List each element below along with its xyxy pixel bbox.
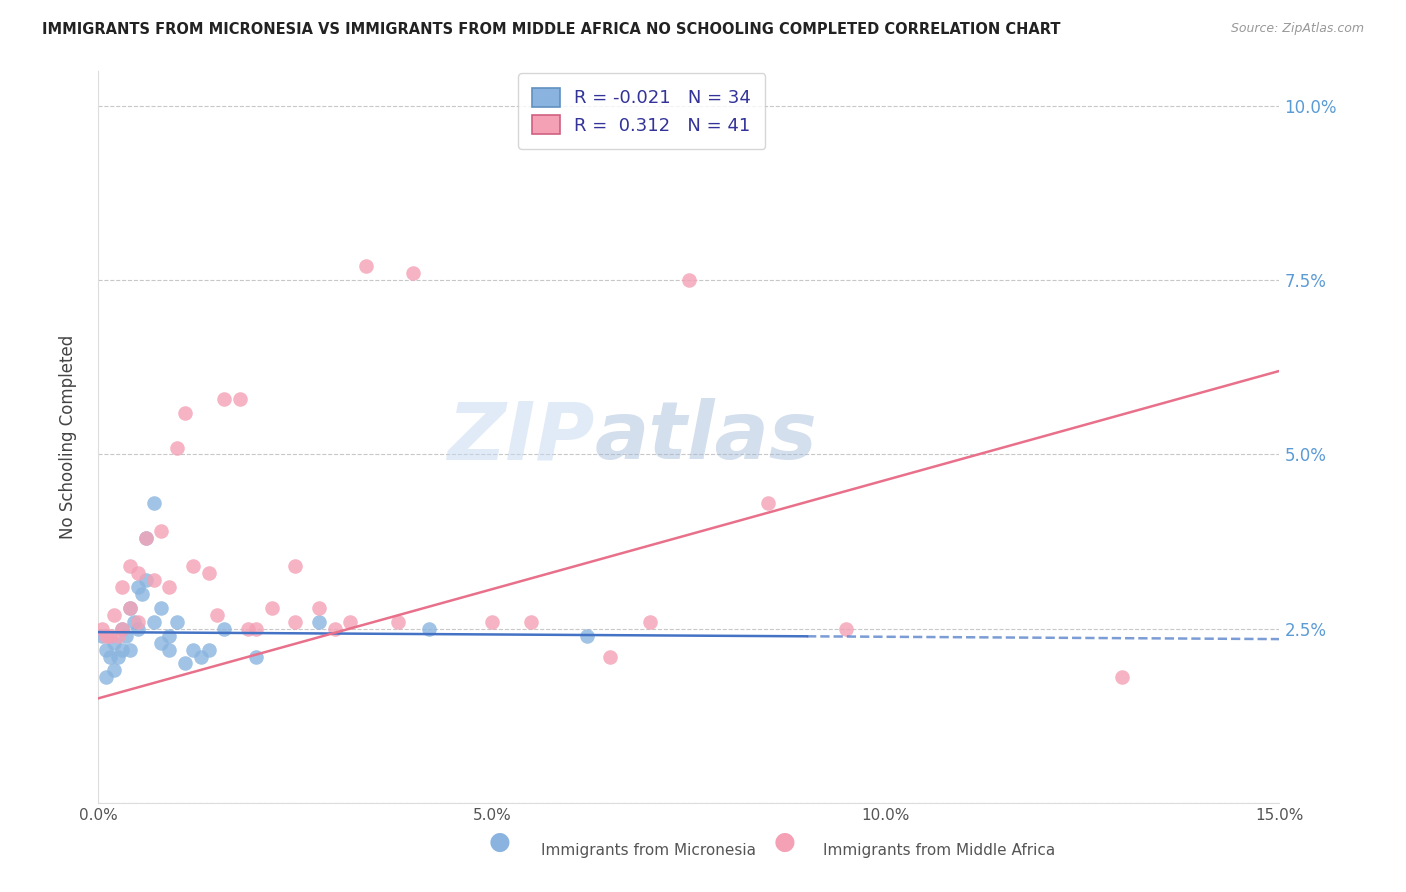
Point — [166, 441, 188, 455]
Point — [638, 615, 661, 629]
Point — [174, 406, 197, 420]
Point — [678, 273, 700, 287]
Point — [157, 642, 180, 657]
Point — [127, 580, 149, 594]
Point — [599, 649, 621, 664]
Point — [229, 392, 252, 406]
Point — [354, 260, 377, 274]
Text: atlas: atlas — [595, 398, 817, 476]
Point — [115, 629, 138, 643]
Point — [111, 622, 134, 636]
Point — [96, 629, 118, 643]
Point — [835, 622, 858, 636]
Point — [236, 622, 259, 636]
Point — [131, 587, 153, 601]
Point — [214, 392, 236, 406]
Point — [308, 600, 330, 615]
Point — [245, 622, 267, 636]
Point — [157, 580, 180, 594]
Point — [96, 670, 118, 684]
Point — [245, 649, 267, 664]
Point — [135, 531, 157, 545]
Text: IMMIGRANTS FROM MICRONESIA VS IMMIGRANTS FROM MIDDLE AFRICA NO SCHOOLING COMPLET: IMMIGRANTS FROM MICRONESIA VS IMMIGRANTS… — [42, 22, 1060, 37]
Point — [197, 566, 219, 580]
Point — [107, 629, 129, 643]
Point — [142, 573, 165, 587]
Point — [135, 573, 157, 587]
Point — [323, 622, 346, 636]
Point — [157, 629, 180, 643]
Point — [91, 629, 114, 643]
Point — [197, 642, 219, 657]
Point — [122, 615, 145, 629]
Point — [520, 615, 543, 629]
Point — [118, 558, 141, 573]
Point — [181, 558, 204, 573]
Point — [111, 622, 134, 636]
Point — [127, 615, 149, 629]
Point — [91, 622, 114, 636]
Point — [111, 580, 134, 594]
Point — [339, 615, 361, 629]
Text: Immigrants from Middle Africa: Immigrants from Middle Africa — [823, 843, 1054, 858]
Text: ●: ● — [488, 830, 510, 854]
Point — [103, 664, 125, 678]
Point — [118, 642, 141, 657]
Point — [402, 266, 425, 280]
Point — [150, 524, 173, 538]
Point — [284, 558, 307, 573]
Point — [111, 642, 134, 657]
Point — [418, 622, 440, 636]
Point — [284, 615, 307, 629]
Point — [142, 615, 165, 629]
Point — [103, 607, 125, 622]
Point — [190, 649, 212, 664]
Y-axis label: No Schooling Completed: No Schooling Completed — [59, 335, 77, 539]
Point — [103, 635, 125, 649]
Text: ●: ● — [773, 830, 796, 854]
Text: ZIP: ZIP — [447, 398, 595, 476]
Point — [181, 642, 204, 657]
Point — [135, 531, 157, 545]
Point — [260, 600, 283, 615]
Point — [107, 649, 129, 664]
Point — [166, 615, 188, 629]
Point — [150, 600, 173, 615]
Legend: R = -0.021   N = 34, R =  0.312   N = 41: R = -0.021 N = 34, R = 0.312 N = 41 — [517, 73, 765, 149]
Point — [308, 615, 330, 629]
Point — [214, 622, 236, 636]
Text: Immigrants from Micronesia: Immigrants from Micronesia — [541, 843, 756, 858]
Point — [174, 657, 197, 671]
Point — [150, 635, 173, 649]
Point — [127, 622, 149, 636]
Point — [205, 607, 228, 622]
Point — [96, 642, 118, 657]
Point — [1111, 670, 1133, 684]
Point — [756, 496, 779, 510]
Point — [481, 615, 503, 629]
Point — [142, 496, 165, 510]
Point — [118, 600, 141, 615]
Point — [98, 629, 121, 643]
Point — [98, 649, 121, 664]
Text: Source: ZipAtlas.com: Source: ZipAtlas.com — [1230, 22, 1364, 36]
Point — [127, 566, 149, 580]
Point — [118, 600, 141, 615]
Point — [575, 629, 598, 643]
Point — [387, 615, 409, 629]
